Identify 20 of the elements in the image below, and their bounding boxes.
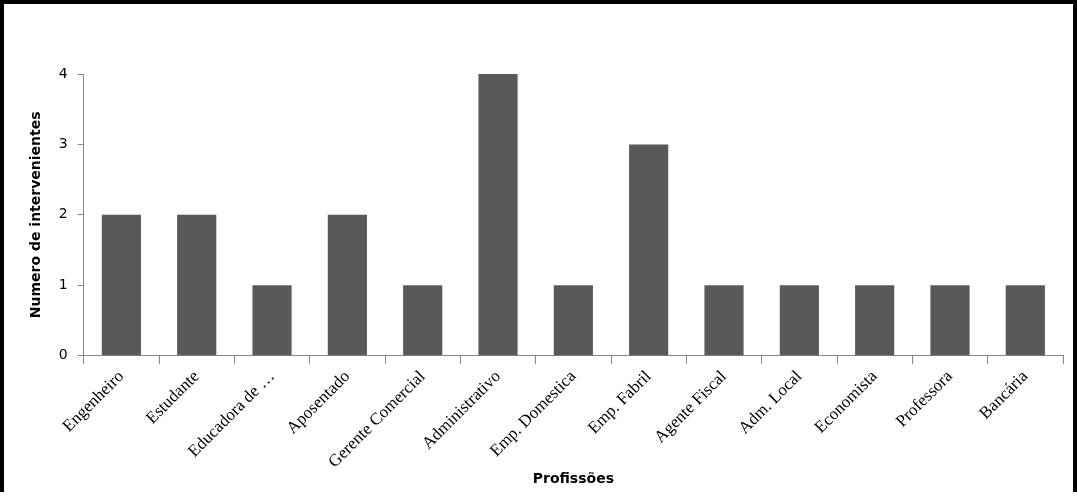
- bar: [855, 285, 895, 356]
- y-tick-label: 3: [58, 135, 68, 152]
- bar: [553, 285, 593, 356]
- bar: [930, 285, 970, 356]
- y-tick-label: 0: [58, 346, 68, 363]
- bar: [1005, 285, 1045, 356]
- x-axis-title: Profissões: [532, 470, 614, 487]
- y-axis-title: Numero de intervenientes: [27, 111, 44, 319]
- bar: [177, 214, 217, 356]
- y-tick-label: 2: [58, 205, 68, 222]
- bar: [629, 144, 669, 356]
- y-tick-label: 1: [58, 275, 68, 292]
- bar: [478, 74, 518, 356]
- y-tick-label: 4: [58, 64, 68, 81]
- bar: [403, 285, 443, 356]
- bar: [252, 285, 292, 356]
- bar: [101, 214, 141, 356]
- bar: [779, 285, 819, 356]
- bar: [704, 285, 744, 356]
- bar: [327, 214, 367, 356]
